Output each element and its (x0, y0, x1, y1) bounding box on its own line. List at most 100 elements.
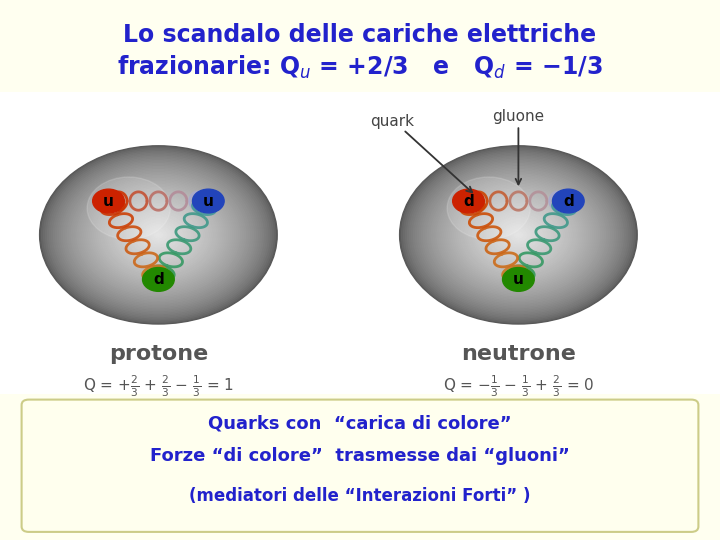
Circle shape (40, 146, 277, 324)
Circle shape (153, 231, 164, 239)
Circle shape (48, 152, 269, 318)
Circle shape (87, 177, 170, 239)
Circle shape (439, 176, 598, 294)
Circle shape (447, 181, 590, 288)
Text: quark: quark (370, 114, 415, 129)
Text: Lo scandalo delle cariche elettriche: Lo scandalo delle cariche elettriche (123, 23, 597, 47)
Circle shape (429, 168, 608, 302)
Circle shape (421, 162, 616, 308)
Circle shape (497, 219, 540, 251)
Circle shape (433, 171, 603, 299)
Circle shape (412, 155, 625, 315)
Circle shape (457, 189, 580, 281)
Circle shape (473, 201, 564, 269)
Circle shape (435, 173, 601, 297)
Circle shape (552, 189, 584, 213)
Circle shape (410, 153, 627, 316)
Circle shape (481, 207, 556, 263)
Text: Q = +$\frac{2}{3}$ + $\frac{2}{3}$ $-$ $\frac{1}{3}$ = 1: Q = +$\frac{2}{3}$ + $\frac{2}{3}$ $-$ $… (83, 373, 234, 399)
Circle shape (101, 192, 216, 278)
Circle shape (59, 161, 258, 309)
Circle shape (469, 198, 568, 272)
Circle shape (503, 268, 534, 292)
Circle shape (132, 215, 184, 254)
Circle shape (42, 147, 275, 322)
Circle shape (445, 180, 592, 290)
Circle shape (58, 159, 259, 310)
Circle shape (463, 193, 574, 276)
Circle shape (77, 174, 240, 296)
Circle shape (453, 189, 485, 213)
Text: u: u (513, 272, 524, 287)
Circle shape (89, 183, 228, 287)
Circle shape (437, 174, 600, 296)
Circle shape (55, 158, 261, 312)
Circle shape (508, 227, 528, 242)
Circle shape (140, 221, 176, 248)
Circle shape (415, 158, 621, 312)
Text: Quarks con  “carica di colore”: Quarks con “carica di colore” (208, 415, 512, 433)
Circle shape (122, 208, 194, 262)
Text: frazionarie: Q$_u$ = +2/3   e   Q$_d$ = −1/3: frazionarie: Q$_u$ = +2/3 e Q$_d$ = −1/3 (117, 54, 603, 81)
Circle shape (441, 177, 595, 293)
Circle shape (148, 227, 168, 242)
Circle shape (121, 207, 196, 263)
Circle shape (492, 215, 544, 254)
Circle shape (103, 193, 214, 276)
Circle shape (413, 156, 624, 314)
Circle shape (93, 186, 224, 284)
Circle shape (145, 225, 172, 245)
Circle shape (516, 233, 521, 237)
Circle shape (431, 170, 606, 300)
Circle shape (71, 170, 246, 300)
Circle shape (513, 231, 524, 239)
Circle shape (93, 189, 125, 213)
Circle shape (44, 148, 274, 321)
Circle shape (95, 187, 222, 282)
Text: d: d (563, 193, 574, 208)
Circle shape (451, 185, 586, 286)
Circle shape (485, 210, 552, 260)
Circle shape (68, 166, 250, 303)
Circle shape (474, 202, 562, 268)
Circle shape (53, 156, 264, 314)
Circle shape (400, 146, 637, 324)
Circle shape (81, 177, 235, 293)
Circle shape (423, 164, 613, 306)
Text: neutrone: neutrone (461, 343, 576, 364)
Circle shape (45, 150, 271, 320)
Circle shape (97, 189, 220, 281)
Circle shape (477, 204, 560, 266)
Circle shape (52, 155, 266, 315)
Circle shape (135, 217, 182, 253)
Circle shape (491, 214, 546, 256)
Circle shape (403, 148, 634, 321)
Circle shape (154, 232, 163, 238)
Circle shape (495, 217, 542, 253)
Circle shape (109, 198, 208, 272)
Circle shape (467, 197, 570, 274)
Circle shape (66, 165, 251, 305)
Circle shape (131, 214, 186, 256)
Circle shape (115, 202, 202, 268)
Circle shape (465, 195, 572, 275)
Circle shape (426, 165, 611, 305)
Text: u: u (103, 193, 114, 208)
Circle shape (447, 177, 530, 239)
Circle shape (79, 176, 238, 294)
Circle shape (138, 220, 179, 250)
Circle shape (192, 189, 224, 213)
Circle shape (449, 183, 588, 287)
Circle shape (418, 159, 619, 310)
Text: Forze “di colore”  trasmesse dai “gluoni”: Forze “di colore” trasmesse dai “gluoni” (150, 447, 570, 465)
Circle shape (99, 191, 218, 280)
Circle shape (408, 152, 629, 318)
Circle shape (443, 178, 593, 292)
Circle shape (127, 211, 190, 259)
FancyBboxPatch shape (22, 400, 698, 532)
Circle shape (455, 187, 582, 282)
Text: d: d (153, 272, 163, 287)
Circle shape (85, 180, 232, 290)
Circle shape (107, 197, 210, 274)
Text: u: u (203, 193, 214, 208)
